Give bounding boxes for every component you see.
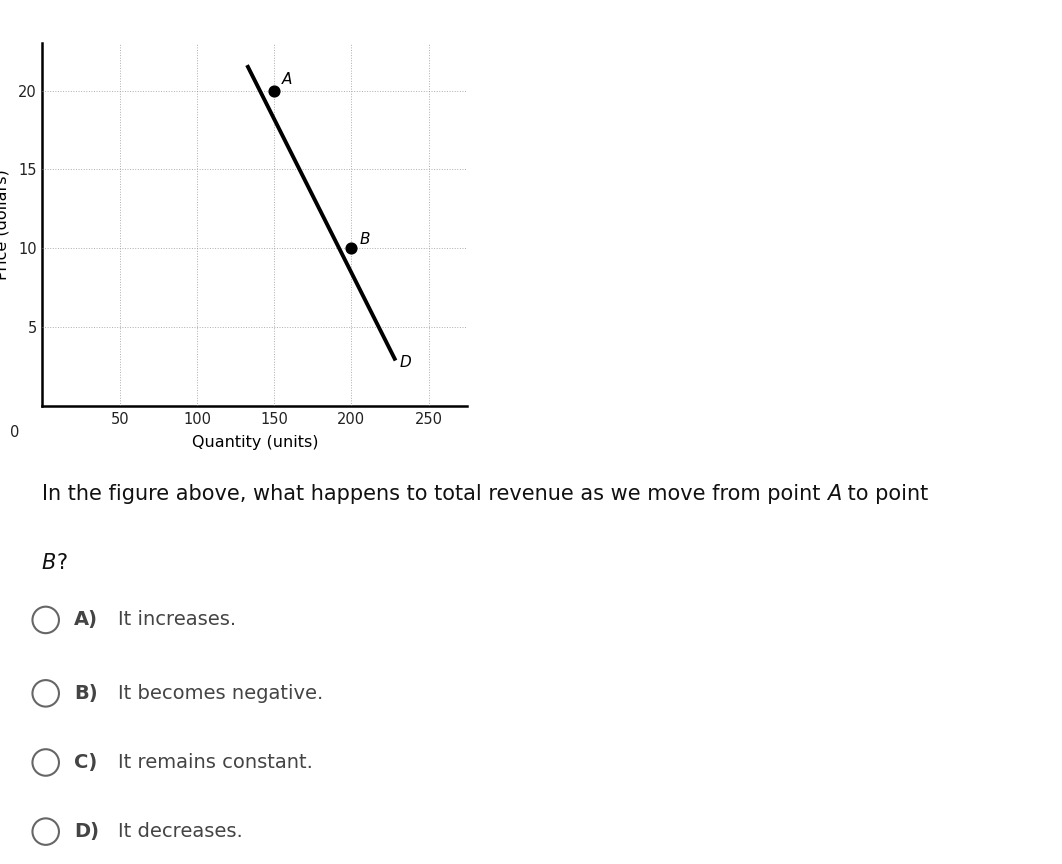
Text: It decreases.: It decreases. (118, 823, 243, 841)
Text: A): A) (74, 611, 99, 629)
Text: ?: ? (56, 553, 67, 573)
Text: It increases.: It increases. (118, 611, 236, 629)
Text: A: A (826, 484, 841, 504)
Text: B: B (41, 553, 56, 573)
Point (266, 84, 282, 98)
Text: A: A (281, 73, 292, 87)
Text: It becomes negative.: It becomes negative. (118, 684, 323, 702)
Text: C): C) (74, 753, 98, 772)
Text: In the figure above, what happens to total revenue as we move from point: In the figure above, what happens to tot… (41, 484, 826, 504)
Text: D: D (399, 354, 411, 370)
Text: B: B (359, 232, 370, 246)
Text: B): B) (74, 684, 98, 702)
Point (343, 241, 360, 255)
Text: D): D) (74, 823, 99, 841)
Text: It remains constant.: It remains constant. (118, 753, 313, 772)
X-axis label: Quantity (units): Quantity (units) (191, 435, 319, 450)
Text: 0: 0 (10, 425, 19, 440)
Y-axis label: Price (dollars): Price (dollars) (0, 169, 10, 280)
Text: to point: to point (841, 484, 928, 504)
